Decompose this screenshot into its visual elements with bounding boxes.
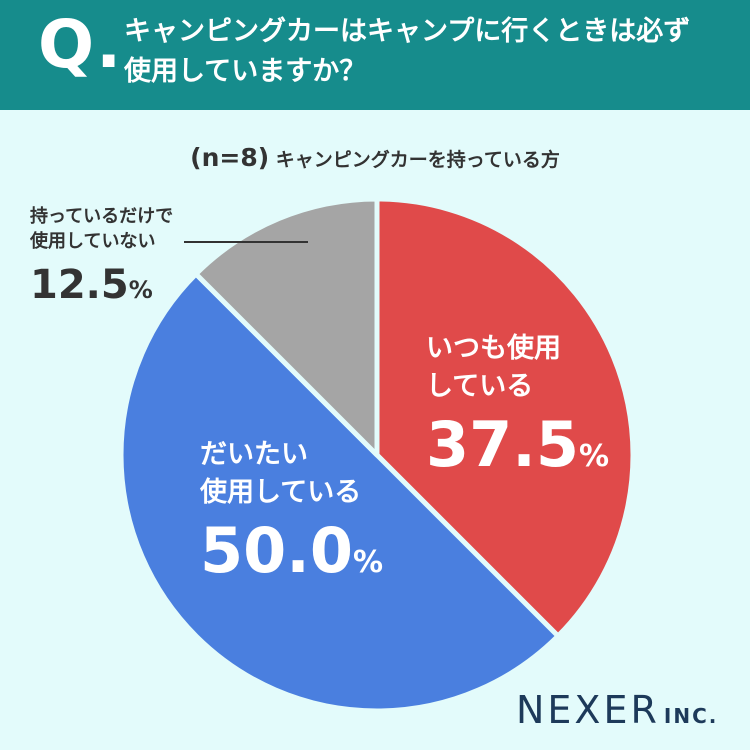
value-never: 12.5 [30,262,129,308]
label-mostly-line1: だいたい [200,439,308,470]
nexer-logo: NEXER INC. [516,688,718,732]
pct-never: % [128,276,153,304]
logo-main: NEXER [516,688,660,732]
value-always: 37.5 [426,408,579,481]
slice-label-mostly: だいたい 使用している 50.0% [200,436,383,586]
question-line-2: 使用していますか？ [124,56,367,87]
label-always-line1: いつも使用 [426,333,561,364]
pct-mostly: % [352,545,384,580]
subtitle-text: キャンピングカーを持っている方 [275,149,560,171]
chart-subtitle: (n=8) キャンピングカーを持っている方 [0,143,750,172]
pie-slice-never [193,196,380,458]
value-mostly: 50.0 [200,514,353,587]
label-never-line2: 使用していない [30,231,156,252]
pie-slice-always [374,196,636,639]
label-mostly-line2: 使用している [200,477,362,508]
sample-size: (n=8) [190,143,270,172]
question-line-1: キャンピングカーはキャンプに行くときは必ず [124,16,691,47]
pie-slice-mostly [118,271,561,714]
value-never-wrap: 12.5% [30,262,153,308]
question-text: キャンピングカーはキャンプに行くときは必ず 使用していますか？ [124,12,734,92]
logo-inc: INC. [663,704,719,728]
q-mark: Q. [38,6,124,83]
pct-always: % [578,439,610,474]
label-always-line2: している [426,371,534,402]
header-bar: Q. キャンピングカーはキャンプに行くときは必ず 使用していますか？ [0,0,750,110]
slice-label-always: いつも使用 している 37.5% [426,330,609,480]
label-never-line1: 持っているだけで [30,206,174,227]
slice-label-never: 持っているだけで 使用していない [30,204,173,254]
